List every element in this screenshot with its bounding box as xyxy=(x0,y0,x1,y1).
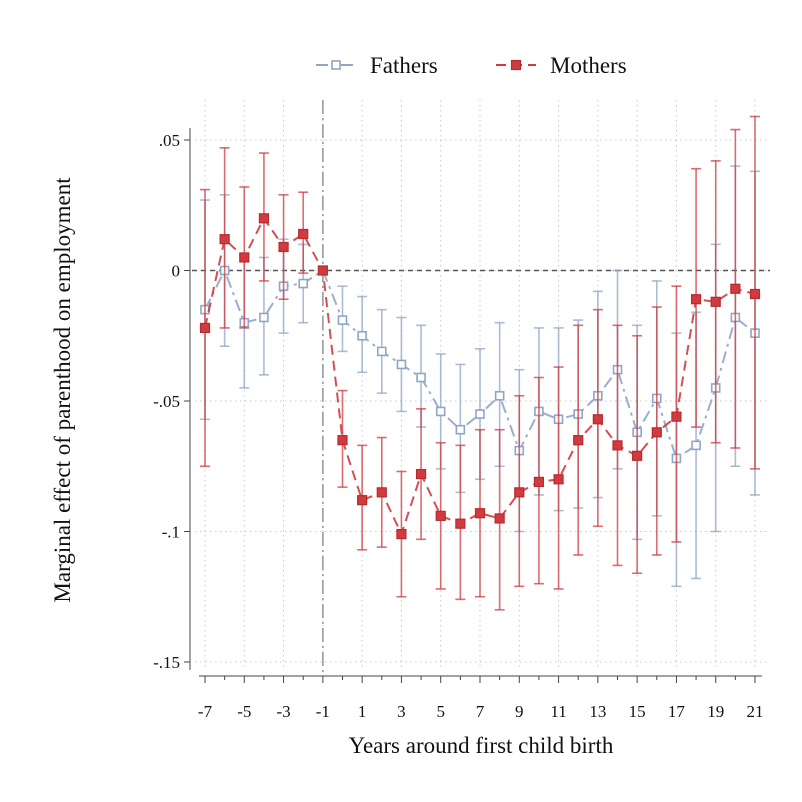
data-point xyxy=(259,312,269,323)
y-tick-label: .05 xyxy=(159,131,180,150)
data-point xyxy=(357,495,368,506)
data-point xyxy=(396,529,407,540)
data-point xyxy=(455,518,466,529)
x-tick-label: 11 xyxy=(550,702,566,721)
legend-marker xyxy=(331,60,341,70)
data-point xyxy=(278,241,289,253)
data-point xyxy=(691,440,701,451)
legend: Fathers Mothers xyxy=(316,53,627,78)
x-tick-label: 1 xyxy=(358,702,367,721)
data-point xyxy=(298,278,309,289)
data-point xyxy=(671,411,682,422)
legend-label: Fathers xyxy=(370,53,438,78)
x-tick-label: 17 xyxy=(668,702,686,721)
data-point xyxy=(730,283,741,294)
data-point xyxy=(435,510,446,521)
data-point xyxy=(474,508,486,519)
x-tick-label: 5 xyxy=(436,702,445,721)
data-point xyxy=(416,372,426,383)
data-point xyxy=(357,330,367,341)
y-tick-label: -.05 xyxy=(153,392,180,411)
x-axis-title: Years around first child birth xyxy=(349,733,614,758)
data-point xyxy=(298,228,309,240)
x-tick-label: 21 xyxy=(747,702,764,721)
data-point xyxy=(475,409,485,419)
x-tick-label: -1 xyxy=(316,702,330,721)
data-point xyxy=(494,513,505,524)
series-line xyxy=(204,216,756,537)
x-tick-label: 15 xyxy=(629,702,646,721)
data-point xyxy=(455,424,466,435)
data-point xyxy=(239,252,250,263)
legend-item-mothers: Mothers xyxy=(496,53,627,78)
data-point xyxy=(651,427,662,438)
x-tick-label: -7 xyxy=(198,702,213,721)
data-point xyxy=(749,288,761,300)
series-mothers xyxy=(199,115,761,611)
data-point xyxy=(258,213,270,224)
y-axis-title: Marginal effect of parenthood on employm… xyxy=(50,177,75,603)
data-point xyxy=(612,440,623,451)
data-point xyxy=(533,476,545,488)
data-point xyxy=(199,322,211,334)
data-point xyxy=(337,315,348,325)
x-tick-label: 13 xyxy=(589,702,606,721)
data-point xyxy=(376,487,387,498)
x-tick-label: 19 xyxy=(707,702,724,721)
axes: .050-.05-.1-.15-7 -5 -3 -1 1 3 5 7 9 11 13 15 17 19 21 xyxy=(153,128,764,721)
x-tick-label: -5 xyxy=(237,702,251,721)
x-tick-label: 7 xyxy=(476,702,485,721)
y-tick-label: -.15 xyxy=(153,653,180,672)
data-point xyxy=(592,414,603,425)
data-point xyxy=(514,487,525,498)
data-point xyxy=(396,359,407,370)
series-layer xyxy=(199,115,761,611)
data-point xyxy=(690,294,702,305)
x-tick-label: -3 xyxy=(276,702,290,721)
data-point xyxy=(710,296,721,307)
data-point xyxy=(494,390,505,401)
data-point xyxy=(632,450,643,461)
data-point xyxy=(376,346,387,357)
data-point xyxy=(415,468,427,480)
x-tick-label: 9 xyxy=(515,702,524,721)
data-point xyxy=(337,435,348,446)
y-tick-label: -.1 xyxy=(162,523,180,542)
legend-label: Mothers xyxy=(550,53,627,78)
data-point xyxy=(553,474,564,485)
y-tick-label: 0 xyxy=(172,262,181,281)
data-point xyxy=(219,234,230,245)
reference-lines xyxy=(192,100,770,676)
x-tick-label: 3 xyxy=(397,702,406,721)
data-point xyxy=(317,265,328,276)
data-point xyxy=(573,435,584,446)
legend-marker xyxy=(510,59,522,71)
data-point xyxy=(435,406,446,417)
legend-item-fathers: Fathers xyxy=(316,53,438,78)
